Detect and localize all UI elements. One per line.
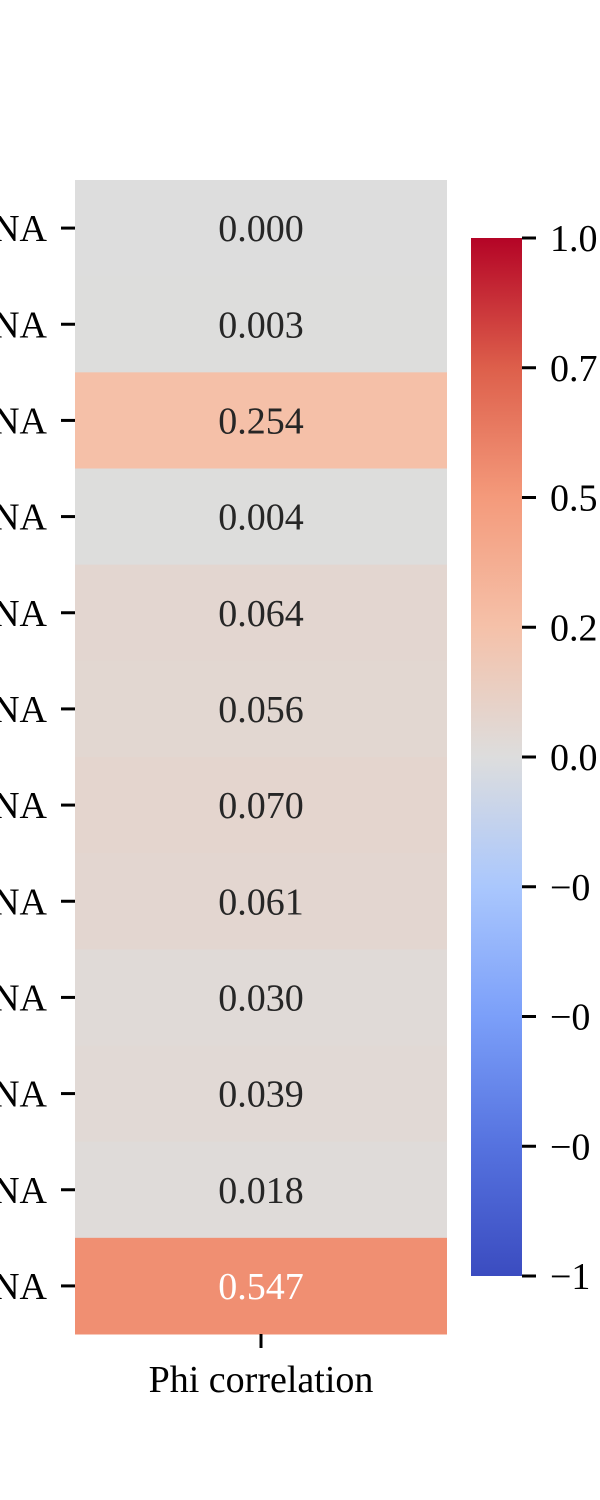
heatmap-cell bbox=[75, 853, 447, 950]
heatmap-cell bbox=[75, 757, 447, 854]
colorbar-tick-label: 1.0 bbox=[550, 218, 598, 260]
colorbar-tick-label: −0 bbox=[550, 997, 590, 1039]
cell-value-label: 0.003 bbox=[218, 304, 304, 346]
row-label: NA bbox=[0, 400, 48, 442]
colorbar-gradient bbox=[471, 238, 522, 1276]
colorbar: 1.0 0.7 0.5 0.2 0.0 −0 −0 −0 −1 bbox=[471, 218, 598, 1298]
column-axis: Phi correlation bbox=[149, 1334, 374, 1401]
heatmap-cell bbox=[75, 180, 447, 277]
heatmap-cell bbox=[75, 949, 447, 1046]
row-label: NA bbox=[0, 881, 48, 923]
row-axis: NA NA NA NA NA NA NA NA NA NA NA NA bbox=[0, 208, 75, 1308]
row-label: NA bbox=[0, 689, 48, 731]
row-label: NA bbox=[0, 304, 48, 346]
cell-value-label: 0.039 bbox=[218, 1074, 304, 1116]
row-label: NA bbox=[0, 977, 48, 1019]
row-label: NA bbox=[0, 1074, 48, 1116]
row-label: NA bbox=[0, 1266, 48, 1308]
cell-value-label: 0.070 bbox=[218, 785, 304, 827]
cell-value-label: 0.000 bbox=[218, 208, 304, 250]
cell-value-label: 0.030 bbox=[218, 977, 304, 1019]
row-label: NA bbox=[0, 497, 48, 539]
colorbar-tick-label: −1 bbox=[550, 1256, 590, 1298]
row-label: NA bbox=[0, 1170, 48, 1212]
cell-value-label: 0.064 bbox=[218, 593, 304, 635]
colorbar-tick-label: −0 bbox=[550, 1126, 590, 1168]
heatmap-cell bbox=[75, 468, 447, 566]
heatmap-cell bbox=[75, 1141, 447, 1239]
column-label: Phi correlation bbox=[149, 1359, 374, 1401]
cell-value-label: 0.018 bbox=[218, 1170, 304, 1212]
heatmap-cell bbox=[75, 276, 447, 373]
row-label: NA bbox=[0, 208, 48, 250]
heatmap-cell bbox=[75, 1237, 447, 1335]
colorbar-tick-label: 0.5 bbox=[550, 478, 598, 520]
cell-value-label: 0.004 bbox=[218, 497, 304, 539]
heatmap-cell bbox=[75, 660, 447, 758]
heatmap-cell bbox=[75, 564, 447, 662]
cell-value-label: 0.056 bbox=[218, 689, 304, 731]
cell-value-label: 0.547 bbox=[218, 1266, 304, 1308]
heatmap-cells bbox=[75, 180, 447, 1335]
cell-value-label: 0.061 bbox=[218, 881, 304, 923]
row-label: NA bbox=[0, 593, 48, 635]
heatmap-cell-labels: 0.000 0.003 0.254 0.004 0.064 0.056 0.070 0.061… bbox=[218, 208, 304, 1308]
heatmap-cell bbox=[75, 372, 447, 469]
colorbar-tick-label: 0.0 bbox=[550, 737, 598, 779]
heatmap-cell bbox=[75, 1045, 447, 1143]
colorbar-tick-label: 0.2 bbox=[550, 607, 598, 649]
colorbar-tick-label: −0 bbox=[550, 867, 590, 909]
cell-value-label: 0.254 bbox=[218, 400, 304, 442]
colorbar-tick-label: 0.7 bbox=[550, 348, 598, 390]
row-label: NA bbox=[0, 785, 48, 827]
